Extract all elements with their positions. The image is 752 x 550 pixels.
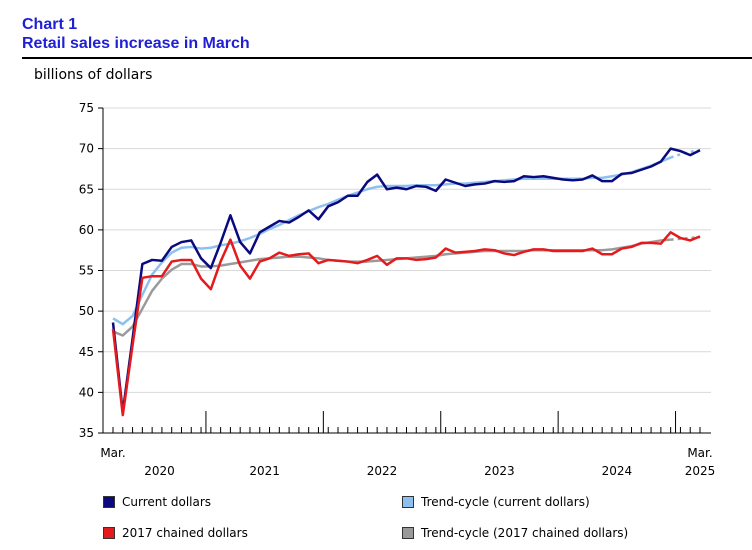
- axis-labels: 35 40 45 50 55 60 65 70 75 2020 2021 2022 2023 2024 Ma…: [79, 101, 716, 478]
- legend-swatch-chained: [103, 527, 115, 539]
- y-tick-label: 60: [79, 223, 94, 237]
- x-last-month-label: Mar.: [687, 446, 712, 460]
- y-gridlines-and-ticks: [98, 107, 711, 434]
- axes: [102, 108, 711, 434]
- y-tick-label: 65: [79, 182, 94, 196]
- legend-item-current-dollars: Current dollars: [103, 495, 211, 509]
- series-line-trend-chained: [112, 238, 671, 337]
- x-first-month-label: Mar.: [100, 446, 125, 460]
- title-block: Chart 1 Retail sales increase in March: [22, 15, 250, 53]
- series-lines: [111, 147, 701, 417]
- series-line-trend-current: [112, 156, 672, 326]
- x-year-label: 2022: [367, 464, 398, 478]
- y-tick-label: 50: [79, 304, 94, 318]
- series-line-current: [111, 147, 701, 414]
- line-chart: 35 40 45 50 55 60 65 70 75 2020 2021 2022 2023 2024 Ma…: [79, 101, 716, 478]
- title-divider: [22, 57, 752, 59]
- x-year-label: 2020: [144, 464, 175, 478]
- x-year-label: 2023: [484, 464, 515, 478]
- legend-item-trend-chained: Trend-cycle (2017 chained dollars): [402, 526, 628, 540]
- legend-label: Trend-cycle (2017 chained dollars): [421, 526, 629, 540]
- legend-label: Current dollars: [122, 495, 212, 509]
- y-tick-label: 40: [79, 385, 94, 399]
- legend-item-chained-dollars: 2017 chained dollars: [103, 526, 248, 540]
- y-tick-label: 70: [79, 142, 94, 156]
- legend-swatch-current: [103, 496, 115, 508]
- x-last-year-label: 2025: [685, 464, 716, 478]
- y-tick-label: 55: [79, 264, 94, 278]
- x-year-label: 2024: [602, 464, 633, 478]
- chart-number: Chart 1: [22, 16, 78, 33]
- chart-title: Retail sales increase in March: [22, 35, 250, 52]
- y-tick-label: 35: [79, 426, 94, 440]
- y-tick-label: 45: [79, 345, 94, 359]
- legend-item-trend-current: Trend-cycle (current dollars): [402, 495, 590, 509]
- series-line-chained: [111, 231, 701, 417]
- legend-label: Trend-cycle (current dollars): [421, 495, 590, 509]
- legend-swatch-trend-current: [402, 496, 414, 508]
- y-axis-unit-label: billions of dollars: [34, 67, 153, 83]
- y-tick-label: 75: [79, 101, 94, 115]
- legend-label: 2017 chained dollars: [122, 526, 248, 540]
- x-year-label: 2021: [249, 464, 280, 478]
- legend-swatch-trend-chained: [402, 527, 414, 539]
